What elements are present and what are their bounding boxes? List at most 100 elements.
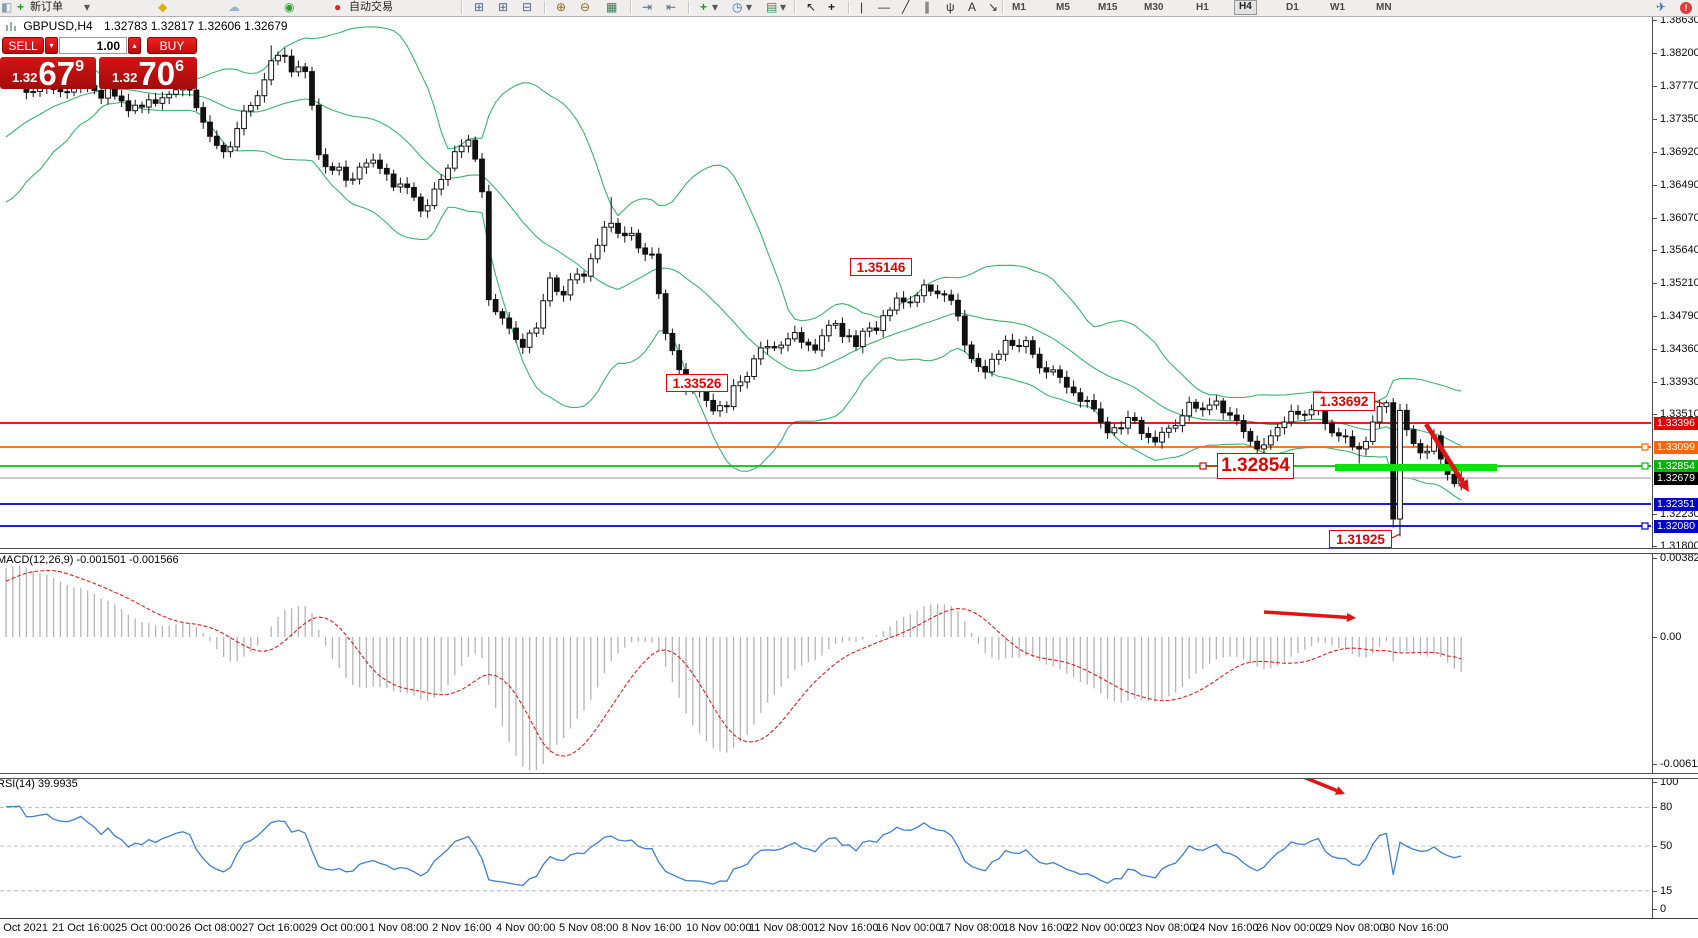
dropdown-caret-icon[interactable]: ▾ [712, 0, 719, 14]
templates-icon[interactable]: ▤ [766, 0, 778, 14]
buy-button[interactable]: BUY [147, 37, 197, 54]
fibonacci-icon[interactable]: ψ [946, 0, 955, 14]
level-price-tag: 1.32080 [1654, 520, 1698, 533]
timeframe-button-d1[interactable]: D1 [1286, 2, 1299, 13]
auto-scroll-icon[interactable]: ⇥ [642, 0, 653, 14]
axis-tick [1653, 316, 1657, 317]
dropdown-caret-icon[interactable]: ▾ [746, 0, 753, 14]
channel-icon[interactable]: ∥ [924, 0, 930, 14]
toolbar-separator [544, 1, 546, 14]
time-axis-label: 29 Oct 00:00 [305, 922, 368, 934]
timeframe-button-m15[interactable]: M15 [1098, 2, 1118, 13]
time-axis-label: 30 Nov 16:00 [1383, 922, 1449, 934]
time-axis-label: 2 Nov 16:00 [432, 922, 492, 934]
crosshair-icon[interactable]: + [828, 0, 836, 14]
timeframe-button-m1[interactable]: M1 [1012, 2, 1026, 13]
chart-shift-icon[interactable]: ⇤ [666, 0, 677, 14]
local-high-callout[interactable]: 1.33692 [1313, 392, 1375, 411]
price-chart-canvas[interactable] [0, 16, 1652, 919]
timeframe-button-m30[interactable]: M30 [1144, 2, 1164, 13]
vertical-line-icon[interactable]: | [860, 0, 864, 14]
zoom-in-icon[interactable]: ⊕ [556, 0, 567, 14]
price-axis-label: 1.32230 [1660, 508, 1698, 520]
time-axis-label: 20 Oct 2021 [0, 922, 48, 934]
macd-indicator-label: MACD(12,26,9) -0.001501 -0.001566 [0, 554, 179, 566]
top-toolbar: ◧ + 新订单 ▾ ◆ ☁ ◉ ● 自动交易 ⊞ ⊞ ⊟ ⊕ ⊖ ▦ ⇥ ⇤ + ▾ ◷ ▾ ▤ ▾ ↖ + | — ╱ ∥ ψ A ↘ M1… [0, 0, 1698, 17]
community-icon[interactable]: ✈ [1656, 0, 1667, 14]
timeframe-button-w1[interactable]: W1 [1330, 2, 1345, 13]
new-order-icon[interactable]: + [17, 0, 25, 14]
timeframe-button-mn[interactable]: MN [1376, 2, 1392, 13]
axis-tick [1653, 514, 1657, 515]
rsi-axis-label: 80 [1660, 801, 1673, 813]
tile-windows-icon[interactable]: ▦ [606, 0, 618, 14]
window-fragment-icon[interactable]: ◧ [1, 0, 13, 14]
macd-panel-separator[interactable] [0, 548, 1698, 554]
time-axis-label: 23 Nov 08:00 [1130, 922, 1196, 934]
time-axis-label: 11 Nov 08:00 [749, 922, 814, 934]
sell-price-panel[interactable]: 1.32 67 9 [0, 55, 96, 92]
rsi-axis-label: 100 [1660, 776, 1679, 788]
alerts-icon[interactable]: ! [1680, 0, 1692, 16]
toolbar-separator [848, 1, 850, 14]
price-axis-label: 1.34790 [1660, 310, 1698, 322]
axis-tick [1653, 152, 1657, 153]
cursor-icon[interactable]: ↖ [806, 0, 817, 14]
axis-tick [1653, 119, 1657, 120]
sell-button[interactable]: SELL [2, 37, 44, 54]
swing-high-callout[interactable]: 1.35146 [850, 258, 912, 276]
chart-window-icon [6, 20, 16, 34]
ohlc-values: 1.32783 1.32817 1.32606 1.32679 [104, 19, 288, 33]
price-axis[interactable]: 1.38630 1.38200 1.37770 1.37350 1.36920 1.364… [1652, 14, 1698, 918]
swing-bottom-callout[interactable]: 1.31925 [1329, 530, 1392, 548]
axis-tick [1653, 546, 1657, 547]
time-axis-label: 29 Nov 08:00 [1320, 922, 1386, 934]
axis-tick [1653, 807, 1657, 808]
price-axis-label: 1.38630 [1660, 14, 1698, 26]
macd-axis-label: -0.006117 [1660, 758, 1698, 770]
timeframe-button-m5[interactable]: M5 [1056, 2, 1070, 13]
current-price-tag: 1.32679 [1654, 472, 1698, 485]
cloud-icon[interactable]: ☁ [228, 0, 240, 14]
one-click-trading-panel: SELL ▾ ▴ BUY 1.32 67 9 1.32 70 6 [0, 33, 199, 92]
periods-icon[interactable]: ◷ [732, 0, 743, 14]
signals-icon[interactable]: ◉ [284, 0, 295, 14]
lot-increase-button[interactable]: ▴ [128, 37, 141, 54]
swing-low-callout[interactable]: 1.33526 [666, 374, 728, 392]
time-axis-label: 18 Nov 16:00 [1003, 922, 1069, 934]
macd-axis-label: 0.00 [1660, 631, 1682, 643]
time-axis-label: 21 Oct 16:00 [52, 922, 115, 934]
lot-decrease-button[interactable]: ▾ [45, 37, 58, 54]
dropdown-caret-icon[interactable]: ▾ [84, 0, 91, 14]
axis-tick [1653, 20, 1657, 21]
sell-price-big: 67 [38, 55, 76, 92]
candle-chart-icon[interactable]: ⊞ [498, 0, 509, 14]
arrows-tool-icon[interactable]: ↘ [988, 0, 999, 14]
time-axis-label: 4 Nov 00:00 [496, 922, 556, 934]
time-axis-label: 8 Nov 16:00 [622, 922, 682, 934]
lot-size-input[interactable] [59, 37, 127, 54]
buy-price-panel[interactable]: 1.32 70 6 [99, 57, 197, 90]
chart-window-title: GBPUSD,H4 1.32783 1.32817 1.32606 1.3267… [6, 19, 288, 34]
axis-tick [1653, 558, 1657, 559]
trendline-icon[interactable]: ╱ [902, 0, 910, 14]
horizontal-line-icon[interactable]: — [878, 0, 890, 14]
axis-tick [1653, 637, 1657, 638]
profiles-icon[interactable]: ◆ [158, 0, 168, 14]
autotrade-icon[interactable]: ● [334, 0, 342, 14]
dropdown-caret-icon[interactable]: ▾ [780, 0, 787, 14]
bar-chart-icon[interactable]: ⊞ [474, 0, 485, 14]
indicators-icon[interactable]: + [700, 0, 708, 14]
line-chart-icon[interactable]: ⊟ [522, 0, 533, 14]
timeframe-button-h1[interactable]: H1 [1196, 2, 1209, 13]
timeframe-button-h4[interactable]: H4 [1234, 0, 1257, 15]
axis-tick [1653, 86, 1657, 87]
rsi-axis-label: 50 [1660, 840, 1673, 852]
zoom-out-icon[interactable]: ⊖ [580, 0, 591, 14]
text-label-icon[interactable]: A [968, 0, 977, 14]
rsi-axis-label: 0 [1660, 903, 1667, 915]
axis-tick [1653, 53, 1657, 54]
rsi-panel-separator[interactable] [0, 773, 1698, 779]
key-level-callout[interactable]: 1.32854 [1217, 453, 1294, 479]
